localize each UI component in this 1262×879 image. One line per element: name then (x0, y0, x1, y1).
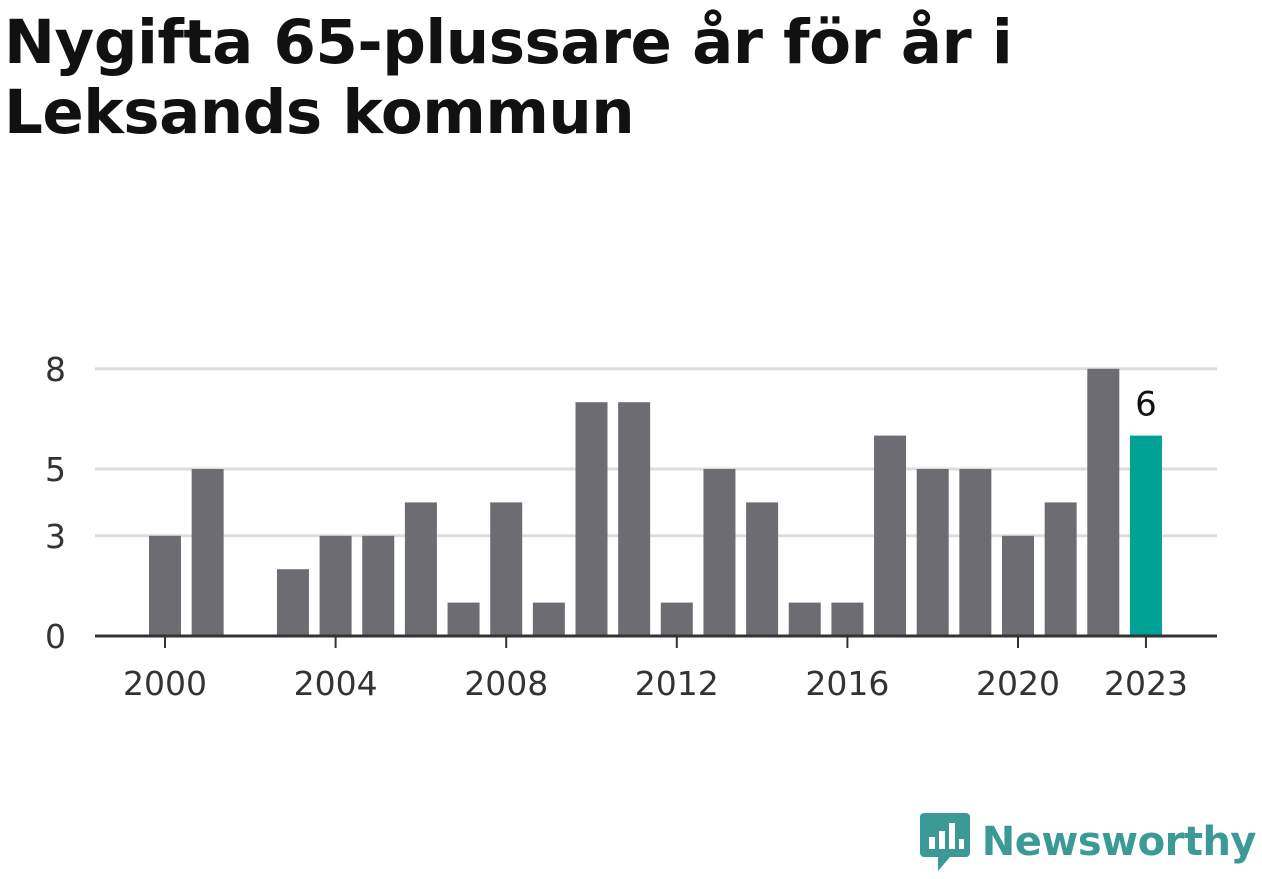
bar (490, 502, 523, 636)
y-tick-label: 5 (45, 450, 66, 489)
y-tick-label: 0 (45, 617, 66, 656)
x-tick-label: 2000 (123, 664, 207, 703)
bar (404, 502, 437, 636)
bar (874, 435, 907, 636)
bar (191, 469, 224, 636)
bar (1087, 368, 1120, 636)
x-tick-label: 2023 (1104, 664, 1188, 703)
newsworthy-logo-icon (919, 813, 970, 871)
bar (149, 535, 181, 636)
bar (1129, 435, 1162, 636)
brand-name: Newsworthy (981, 819, 1257, 865)
bar (319, 535, 352, 636)
bar (746, 502, 779, 636)
y-tick-label: 8 (45, 350, 66, 389)
bar (959, 469, 992, 636)
y-tick-label: 3 (45, 517, 66, 556)
bar (447, 602, 480, 636)
x-tick-label: 2008 (464, 664, 548, 703)
bar (575, 402, 608, 636)
bar (362, 535, 395, 636)
bar (618, 402, 651, 636)
x-tick-label: 2020 (976, 664, 1060, 703)
bar (831, 602, 864, 636)
bar (1002, 535, 1034, 636)
bar (1044, 502, 1077, 636)
bar (788, 602, 821, 636)
page-title: Nygifta 65-plussare år för år i Leksands… (4, 7, 1013, 148)
bar (532, 602, 565, 636)
x-tick-label: 2012 (635, 664, 719, 703)
bar (276, 569, 309, 636)
bar (703, 469, 736, 636)
bar (660, 602, 693, 636)
data-label: 6 (1135, 385, 1157, 425)
x-tick-label: 2016 (805, 664, 889, 703)
brand-logo: Newsworthy (919, 813, 1257, 871)
bar (916, 469, 949, 636)
x-tick-label: 2004 (294, 664, 378, 703)
